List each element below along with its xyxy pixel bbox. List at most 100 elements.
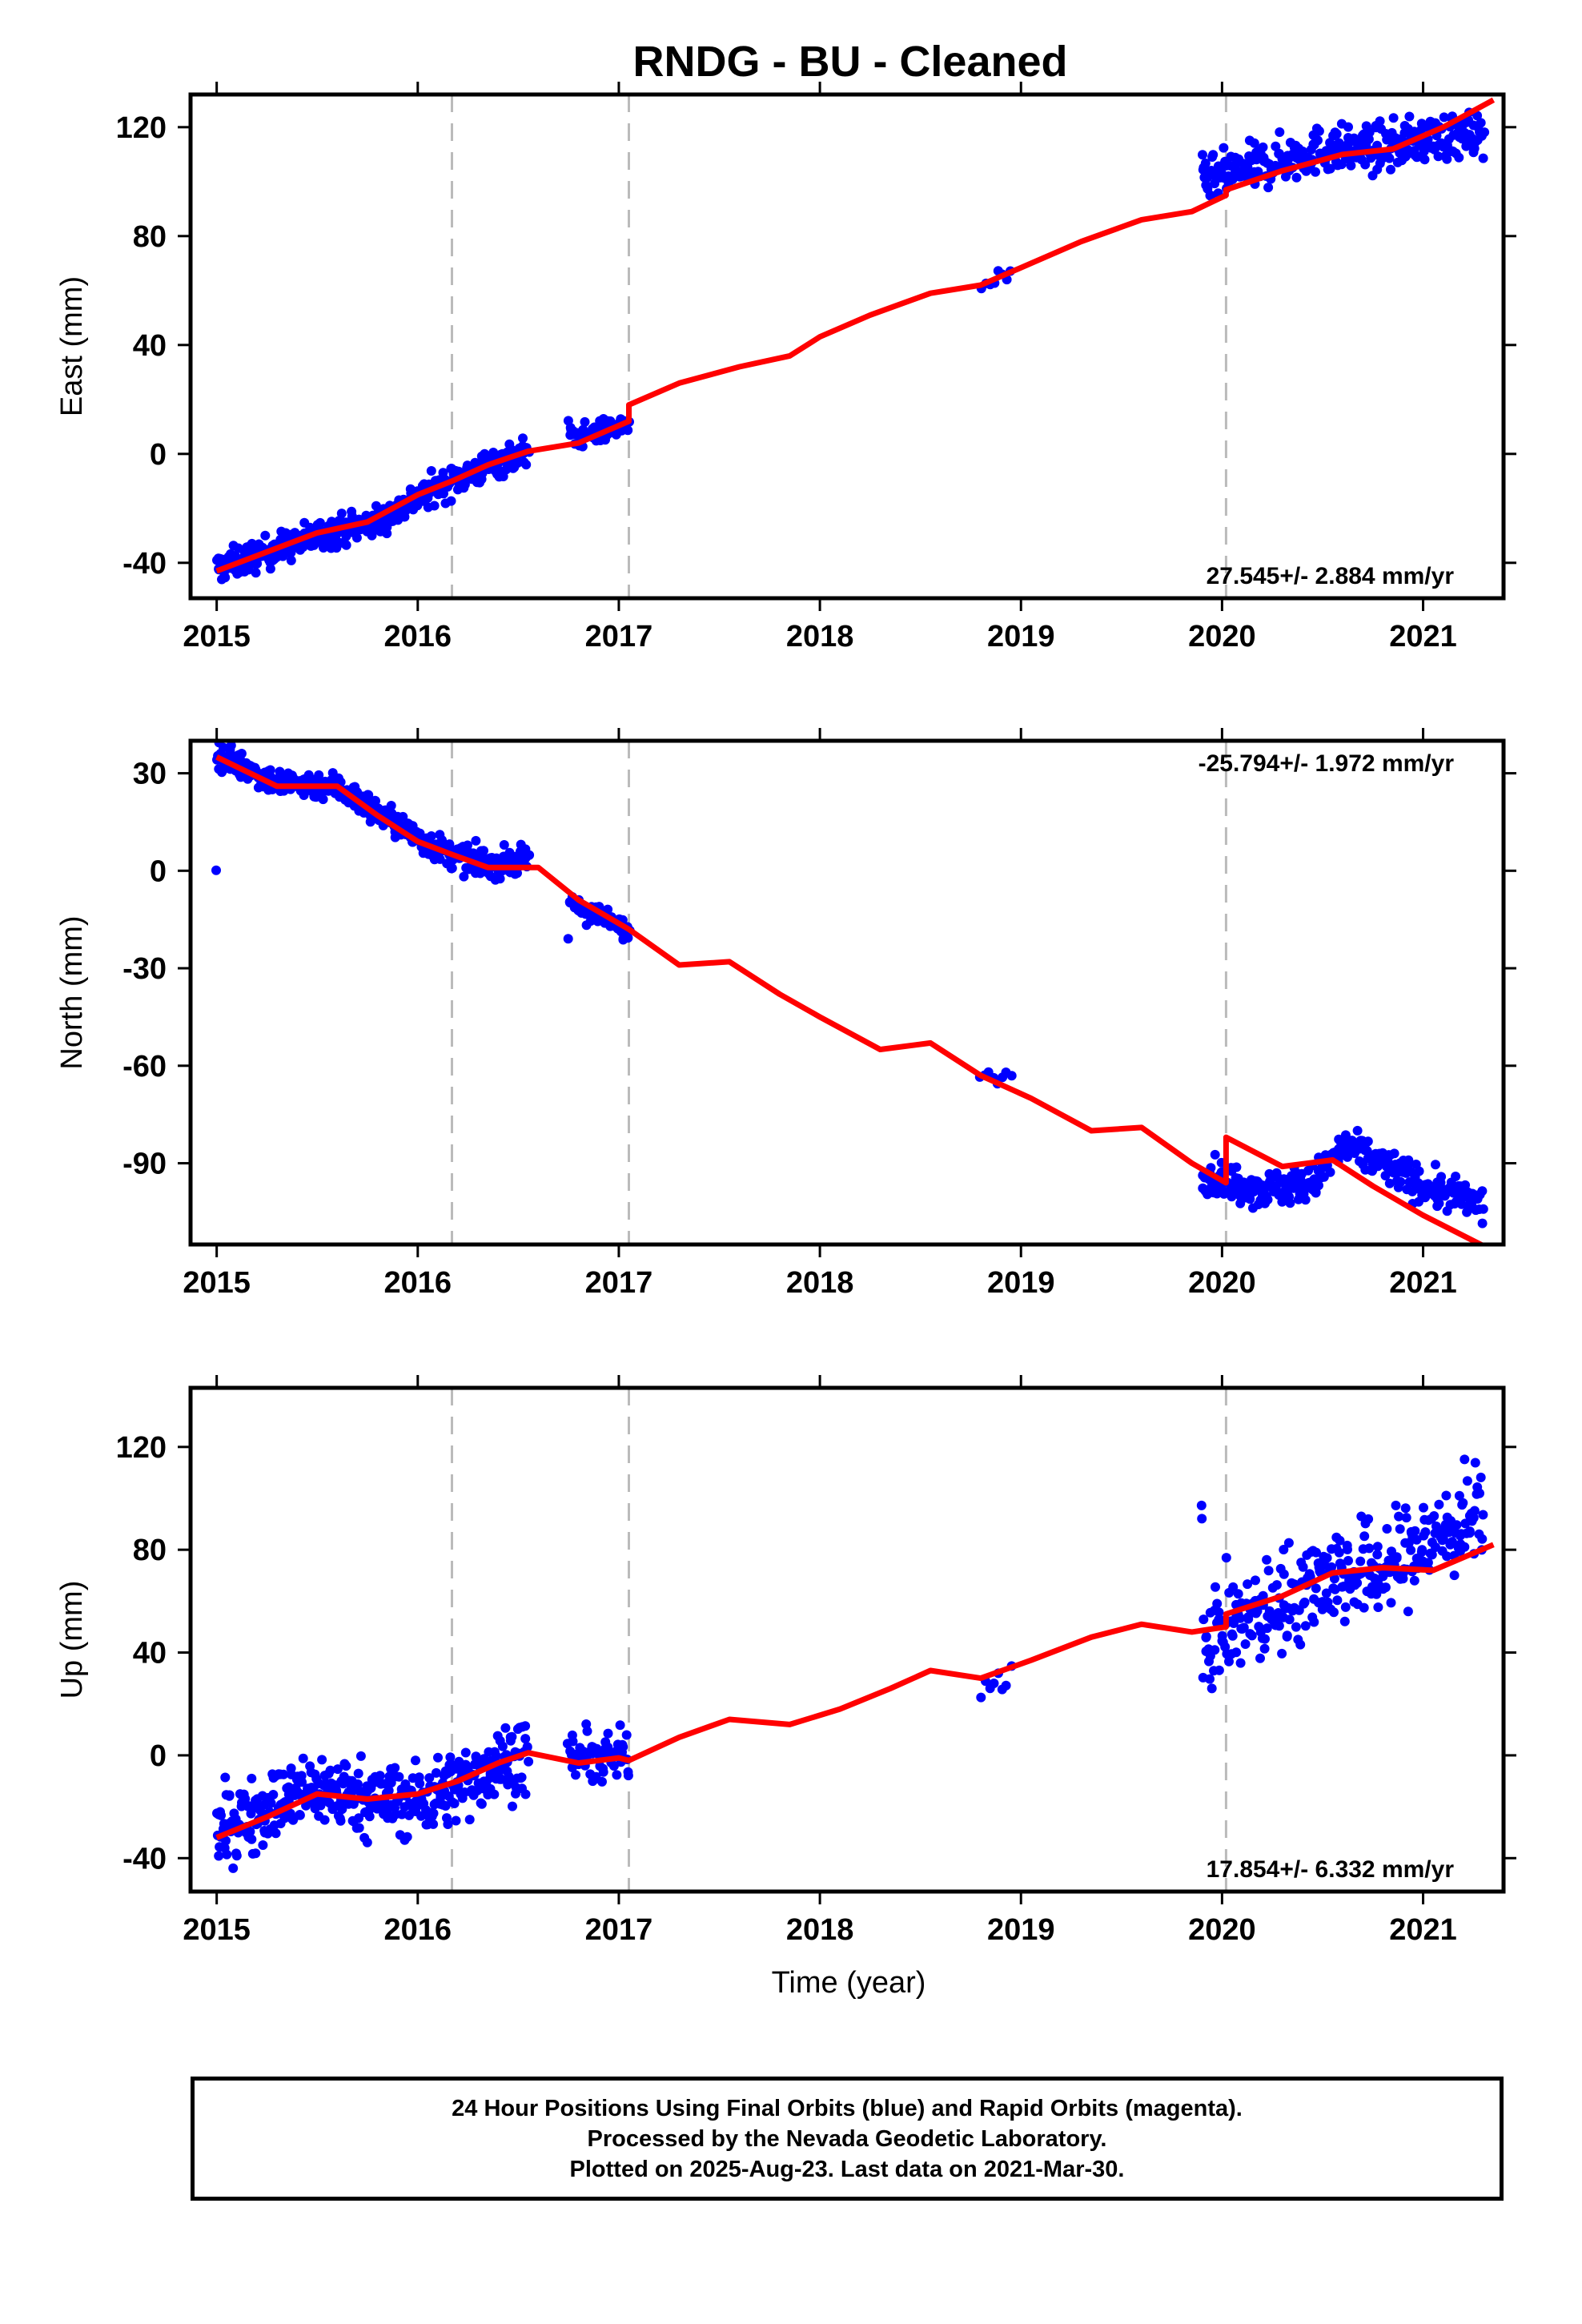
data-point: [1214, 1607, 1224, 1618]
x-tick-label: 2016: [384, 1913, 452, 1947]
data-point: [1239, 1622, 1249, 1633]
data-point: [1283, 1538, 1294, 1548]
data-point: [1219, 143, 1229, 153]
y-tick-label: -60: [122, 1050, 167, 1084]
data-point: [1311, 167, 1320, 177]
data-point: [460, 1747, 471, 1758]
data-point: [1431, 1160, 1440, 1170]
data-point: [612, 1770, 622, 1780]
data-point: [597, 1776, 607, 1787]
data-point: [1211, 1582, 1220, 1592]
data-point: [1406, 1545, 1416, 1555]
data-point: [1263, 1566, 1274, 1576]
data-point: [1480, 127, 1490, 138]
rate-annotation: -25.794+/- 1.972 mm/yr: [1199, 750, 1455, 777]
caption-box: 24 Hour Positions Using Final Orbits (bl…: [191, 2077, 1504, 2201]
data-point: [598, 1767, 608, 1777]
data-point: [479, 846, 488, 856]
data-point: [1285, 1198, 1295, 1208]
x-tick-label: 2018: [786, 1266, 854, 1300]
data-point: [1258, 142, 1268, 152]
data-point: [1199, 1614, 1209, 1625]
data-point: [224, 1791, 235, 1801]
data-point: [1384, 1178, 1395, 1188]
data-point: [247, 1773, 257, 1783]
data-point: [1386, 164, 1395, 175]
data-point: [1441, 1490, 1452, 1501]
data-point: [1375, 116, 1385, 127]
data-point: [1208, 150, 1219, 160]
data-point: [1343, 1544, 1352, 1554]
data-point: [1477, 1218, 1488, 1228]
data-point: [1210, 1645, 1220, 1655]
data-point: [1391, 1500, 1401, 1510]
data-point: [1299, 1598, 1309, 1609]
data-point: [1400, 1503, 1411, 1514]
data-point: [507, 1731, 517, 1742]
data-point: [1410, 1526, 1420, 1536]
data-point: [1251, 1575, 1260, 1586]
data-point: [1458, 1498, 1468, 1508]
data-point: [1247, 1630, 1257, 1641]
caption-line-2: Processed by the Nevada Geodetic Laborat…: [587, 2125, 1107, 2152]
data-point: [1363, 1514, 1374, 1524]
data-point: [521, 460, 532, 470]
data-point: [976, 1692, 986, 1703]
data-point: [271, 1828, 281, 1839]
data-point: [1198, 150, 1207, 160]
data-point: [1368, 1582, 1378, 1592]
y-axis-label: Up (mm): [55, 1581, 89, 1699]
data-point: [362, 1837, 372, 1848]
data-point: [220, 1772, 231, 1783]
data-point: [1449, 1570, 1460, 1581]
data-point: [1386, 1598, 1396, 1608]
data-point: [1196, 1500, 1207, 1510]
data-point: [1343, 1555, 1353, 1566]
data-point: [1243, 1579, 1253, 1590]
data-points: [212, 107, 1490, 585]
data-point: [428, 1808, 439, 1819]
plot-frame: [188, 92, 1506, 601]
data-point: [1335, 1535, 1345, 1546]
plot-title: RNDG - BU - Cleaned: [632, 38, 1067, 86]
data-point: [1475, 1488, 1484, 1498]
data-point: [491, 1751, 501, 1761]
data-point: [1277, 1648, 1287, 1659]
data-point: [446, 496, 456, 506]
x-tick-label: 2020: [1188, 1266, 1256, 1300]
data-point: [341, 1761, 351, 1771]
data-point: [1235, 1658, 1246, 1668]
data-point: [621, 1730, 632, 1740]
data-point: [1388, 113, 1399, 123]
data-point: [1252, 1606, 1263, 1616]
data-point: [1271, 141, 1281, 151]
data-point: [518, 433, 528, 444]
data-point: [603, 904, 613, 915]
data-point: [315, 517, 325, 528]
data-point: [331, 1785, 341, 1795]
data-point: [500, 1723, 511, 1733]
data-point: [247, 1834, 257, 1844]
data-point: [1206, 191, 1216, 200]
y-tick-label: -90: [122, 1148, 167, 1181]
model-line: [215, 97, 1496, 574]
data-point: [1343, 122, 1353, 132]
data-point: [1404, 111, 1415, 122]
data-point: [568, 1736, 578, 1747]
data-point: [1433, 151, 1443, 162]
data-point: [522, 1742, 532, 1752]
data-point: [298, 1753, 308, 1763]
data-point: [1274, 1621, 1284, 1631]
data-point: [397, 1809, 407, 1819]
data-point: [1476, 1472, 1486, 1482]
data-point: [1438, 1534, 1448, 1544]
data-point: [361, 510, 371, 521]
x-tick-label: 2020: [1188, 620, 1256, 653]
data-point: [1460, 1542, 1470, 1552]
x-tick-label: 2019: [987, 1266, 1055, 1300]
data-point: [1331, 129, 1342, 139]
data-point: [571, 1770, 580, 1780]
data-point: [1201, 1631, 1211, 1642]
data-point: [623, 425, 633, 436]
data-point: [266, 1798, 276, 1808]
